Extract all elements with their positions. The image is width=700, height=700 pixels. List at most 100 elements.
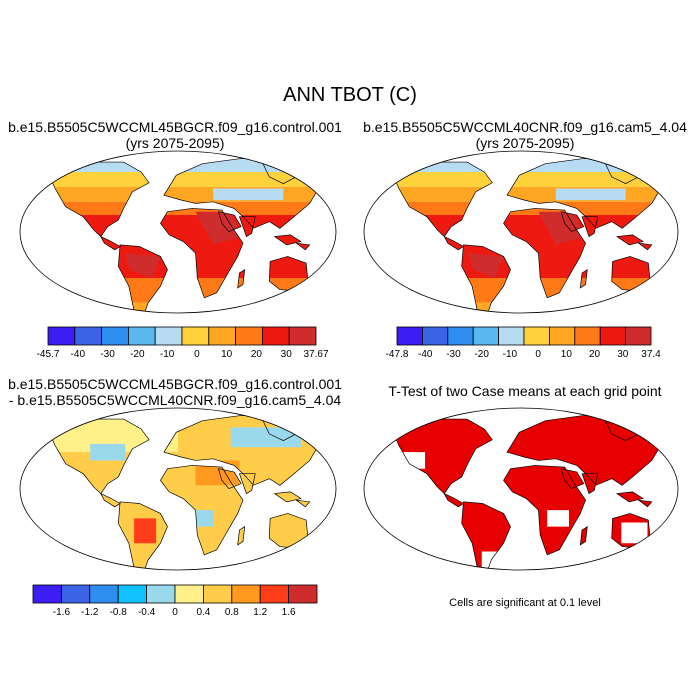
map-ttest-coastline [581,473,599,495]
map-case2-border [363,150,679,314]
colorbar-case1-swatch [235,326,263,346]
panel-case1-title-line2: (yrs 2075-2095) [125,135,225,151]
map-ttest-coastline [503,465,586,556]
panel-diff-title: b.e15.B5505C5WCCML45BGCR.f09_g16.control… [0,376,350,408]
colorbar-diff-swatch [89,584,119,604]
map-case1-coastline [273,234,302,246]
map-case2-coastline [560,211,585,232]
colorbar-diff-label: -1.2 [81,607,99,618]
colorbar-diff-swatch [61,584,91,604]
panel-case2-title-line1: b.e15.B5505C5WCCML40CNR.f09_g16.cam5_4.0… [363,119,687,135]
colorbar-case2-label: -40 [418,349,433,360]
map-diff-coastline [217,468,242,489]
map-ttest-coastline [637,499,653,508]
map-ttest-coastline [560,468,585,489]
colorbar-case2-label: -30 [446,349,461,360]
figure-title: ANN TBOT (C) [283,84,417,106]
colorbar-diff-swatch [174,584,204,604]
map-case2-region [538,211,584,245]
map-case1-coastline [238,216,256,238]
colorbar-case1-swatch [261,326,290,346]
map-case2-coastline [443,235,465,251]
map-case1-coastline [217,211,242,232]
map-ttest-region [547,510,569,527]
map-case2-region [468,253,504,278]
colorbar-case1-label: 30 [281,349,293,360]
colorbar-diff-swatch [117,584,147,604]
colorbar-case1-label: 0 [194,349,200,360]
colorbar-case2-label: 10 [561,349,573,360]
map-diff-coastline [295,499,311,508]
panel-case1-title: b.e15.B5505C5WCCML45BGCR.f09_g16.control… [0,119,350,151]
colorbar-case2-swatch [625,326,652,346]
panel-diff-title-line2: - b.e15.B5505C5WCCML40CNR.f09_g16.cam5_4… [8,392,342,408]
colorbar-case1-swatch [154,326,183,346]
panel-diff-title-line1: b.e15.B5505C5WCCML45BGCR.f09_g16.control… [8,376,342,392]
panel-ttest-title: T-Test of two Case means at each grid po… [350,383,700,399]
colorbar-case1-label: -20 [130,349,145,360]
map-case2-region [372,171,674,187]
map-case1-region [195,211,242,245]
colorbar-case2-swatch [599,326,627,346]
map-diff-coastline [237,526,246,546]
colorbar-case2-label: -20 [474,349,489,360]
map-diff-border [19,407,337,571]
map-ttest-region [621,522,648,544]
map-case1-region [28,171,332,187]
map-case1-region [125,253,161,278]
colorbar-case2-label: 37.4 [641,349,661,360]
colorbar-case1-swatch [208,326,237,346]
map-ttest-coastline [615,491,644,503]
colorbar-case1-label: 10 [221,349,233,360]
colorbar-case1-swatch [101,326,129,346]
map-case1-coastline [99,235,121,251]
colorbar-case1-swatch [181,326,210,346]
colorbar-diff-label: -1.6 [53,607,71,618]
map-diff-coastline [45,418,150,495]
map-case2-region [555,188,626,201]
map-diff-region [90,443,126,461]
map-ttest-coastline [389,418,493,495]
colorbar-case1-swatch [74,326,103,346]
colorbar-diff-label: 0.8 [225,607,239,618]
colorbar-case2-swatch [396,326,423,346]
panel-case2-title: b.e15.B5505C5WCCML40CNR.f09_g16.cam5_4.0… [350,119,700,151]
colorbar-case1-label: -40 [71,349,86,360]
colorbar-case1-swatch [47,326,76,346]
colorbar-diff-swatch [32,584,62,604]
colorbar-diff-label: -0.4 [138,607,156,618]
colorbar-diff-label: 1.2 [253,607,267,618]
map-case1-coastline [295,242,311,251]
map-case1-coastline [163,156,333,229]
map-case2-region [364,344,678,361]
colorbar-case2-label: -47.8 [386,349,409,360]
colorbar-case1-label: -10 [160,349,175,360]
map-case2-coastline [503,208,586,299]
map-ttest-border [363,407,679,571]
colorbar-diff-swatch [202,584,233,604]
map-ttest-coastline [506,413,675,486]
colorbar-case2-label: 30 [617,349,629,360]
colorbar-case2-swatch [447,326,474,346]
colorbar-diff-label: 0 [172,607,178,618]
map-diff-coastline [160,465,244,556]
map-case2-coastline [389,161,493,238]
map-case2-coastline [615,234,644,246]
map-case1-coastline [45,161,150,238]
colorbar-case2-label: 20 [589,349,601,360]
map-case1-coastline [160,208,244,299]
colorbar-case1-label: 20 [251,349,263,360]
map-diff-coastline [99,492,121,508]
map-case2-coastline [579,269,588,289]
panel-case2-title-line2: (yrs 2075-2095) [475,135,575,151]
colorbar-diff: -1.6 -1.2 -0.8 -0.4 0 0.4 0.8 1.2 1.6 [32,584,318,618]
map-diff-coastline [273,491,302,503]
map-diff-coastline [238,473,256,495]
map-diff-region [230,427,301,448]
map-case1-border [19,150,337,314]
map-ttest-coastline [443,492,465,508]
colorbar-diff-label: 1.6 [282,607,296,618]
colorbar-diff-swatch [259,584,290,604]
colorbar-diff-swatch [288,584,318,604]
